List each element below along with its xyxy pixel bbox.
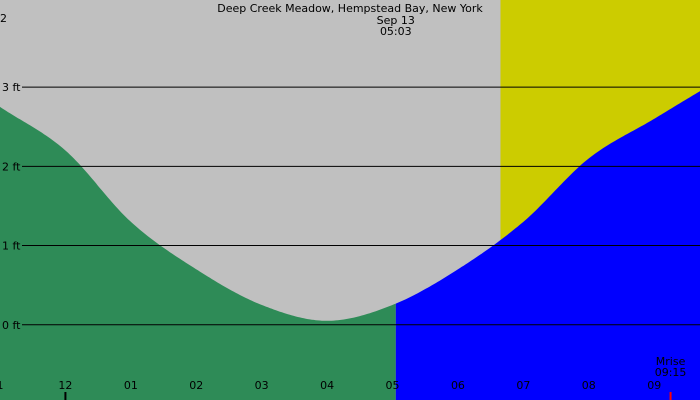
hour-tick-label: 09 [647, 379, 661, 392]
falling-tide-area [0, 106, 396, 400]
chart-title: Deep Creek Meadow, Hempstead Bay, New Yo… [217, 2, 483, 15]
y-tick-label: 2 ft [2, 160, 21, 173]
gridlines [22, 86, 700, 326]
hour-tick-label: 04 [320, 379, 334, 392]
hour-tick-label: 07 [516, 379, 530, 392]
moon-event-label: Mrise [656, 355, 686, 368]
x-axis-hours: 1120102030405060708091011120102030405060… [0, 379, 661, 400]
extreme-time: 05:03 [380, 25, 412, 38]
y-tick-label: 1 ft [2, 240, 21, 253]
hour-tick-label: 01 [124, 379, 138, 392]
hour-tick-label: 06 [451, 379, 465, 392]
hour-tick-label: 08 [582, 379, 596, 392]
hour-tick-label: 12 [58, 379, 72, 392]
hour-tick-label: 1 [0, 379, 4, 392]
corner-label: 2 [0, 12, 7, 25]
hour-tick-label: 05 [386, 379, 400, 392]
y-axis-labels: 0 ft 1 ft 2 ft 3 ft [2, 81, 21, 332]
y-tick-label: 0 ft [2, 319, 21, 332]
extreme-date: Sep 13 [377, 14, 415, 27]
hour-tick-label: 02 [189, 379, 203, 392]
hour-tick-label: 03 [255, 379, 269, 392]
moon-event-time: 09:15 [655, 366, 687, 379]
y-tick-label: 3 ft [2, 81, 21, 94]
